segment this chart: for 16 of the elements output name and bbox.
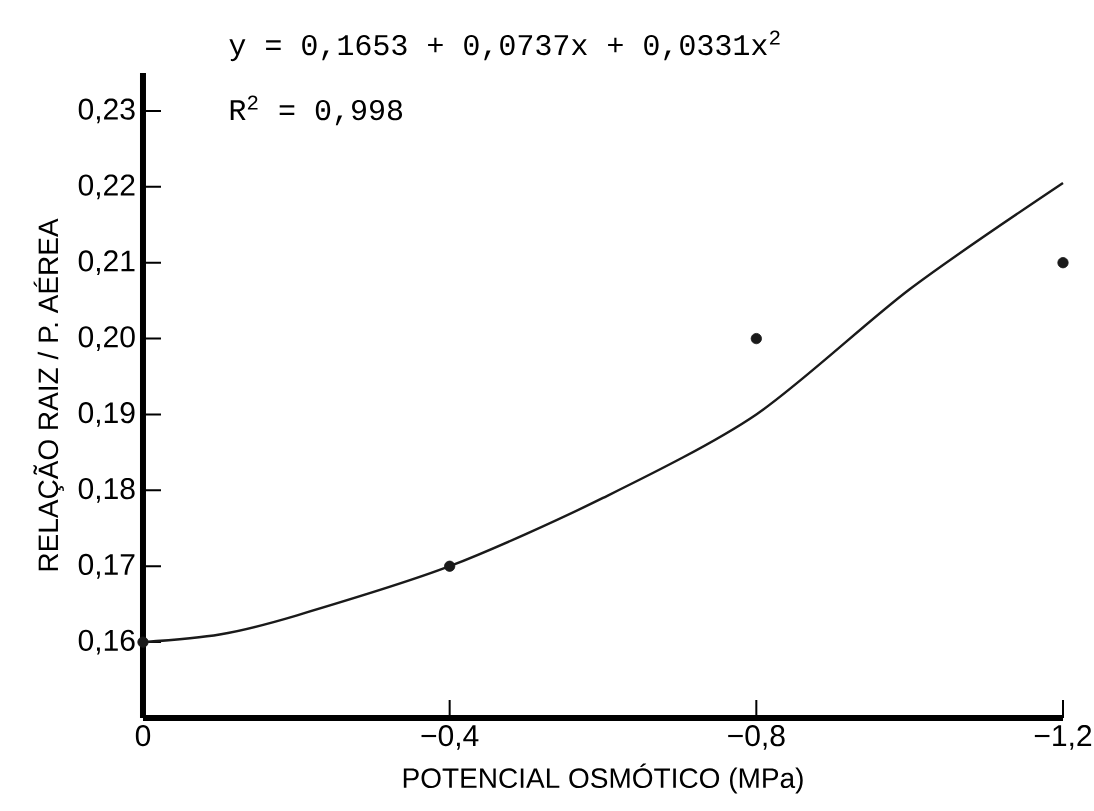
x-tick-label: −1,2 (1034, 725, 1092, 750)
y-tick-label: 0,22 (78, 174, 135, 200)
x-tick-label: −0,4 (421, 725, 479, 750)
y-tick-label: 0,23 (78, 98, 135, 124)
y-tick-label: 0,17 (78, 553, 135, 579)
y-tick-label: 0,18 (78, 477, 135, 503)
y-tick-label: 0,20 (78, 326, 135, 351)
x-tick-label: 0 (135, 725, 151, 747)
y-tick-label: 0,19 (78, 402, 135, 427)
text: y = 0,1653 + 0,0737x + 0,0331x$^{2}$ (229, 30, 780, 62)
y-tick-label: 0,21 (78, 250, 135, 276)
annotation: R$^{2}$ = 0,998 (230, 95, 403, 126)
y-tick-label: 0,16 (78, 629, 135, 655)
x-axis-title: POTENCIAL OSMÓTICO (MPa) (403, 763, 803, 794)
y-axis-title: RELAÇÃO RAIZ / P. AÉREA (33, 218, 64, 571)
x-tick-label: −0,8 (728, 725, 785, 750)
